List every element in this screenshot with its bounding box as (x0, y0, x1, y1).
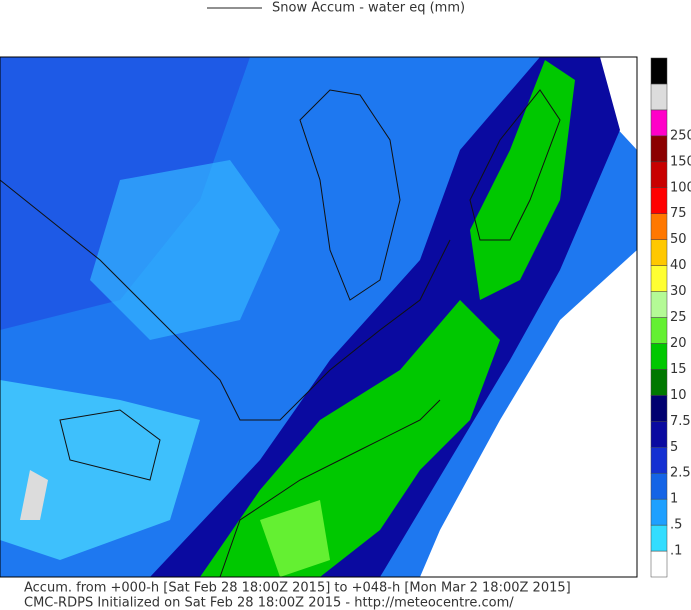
lake (59, 409, 161, 481)
colorbar-label: 250 (670, 128, 691, 143)
colorbar-swatch (650, 498, 668, 526)
colorbar-label: 7.5 (670, 414, 691, 429)
no-precip (20, 470, 48, 520)
colorbar-label: 10 (670, 388, 687, 403)
precip-green (200, 300, 500, 577)
precip-patch (90, 160, 280, 340)
colorbar-swatch (650, 550, 668, 578)
colorbar-swatch (650, 83, 668, 111)
boundary (0, 179, 451, 421)
colorbar-label: 50 (670, 232, 687, 247)
coastline (299, 89, 401, 301)
colorbar-label: 30 (670, 284, 687, 299)
colorbar-swatch (650, 135, 668, 163)
colorbar-label: .5 (670, 518, 682, 533)
coastline (469, 89, 561, 241)
colorbar-label: 15 (670, 362, 687, 377)
colorbar-swatch (650, 447, 668, 474)
colorbar-swatch (650, 109, 668, 137)
colorbar-label: 20 (670, 336, 687, 351)
colorbar-swatch (650, 317, 668, 344)
legend-title: Snow Accum - water eq (mm) (272, 1, 465, 16)
colorbar-label: 150 (670, 154, 691, 169)
colorbar-swatch (650, 265, 668, 292)
colorbar-swatch (650, 472, 668, 500)
footer-line: Accum. from +000-h [Sat Feb 28 18:00Z 20… (24, 581, 571, 596)
colorbar-label: 100 (670, 180, 691, 195)
precip-light-green (260, 500, 330, 577)
colorbar-swatch (650, 421, 668, 448)
colorbar-swatch (650, 395, 668, 422)
footer-line: CMC-RDPS Initialized on Sat Feb 28 18:00… (24, 596, 514, 610)
colorbar-label: 25 (670, 310, 687, 325)
precip-patch (0, 380, 200, 560)
colorbar-label: 75 (670, 206, 687, 221)
boundary (219, 399, 441, 577)
colorbar-label: 40 (670, 258, 687, 273)
colorbar-label: 5 (670, 440, 678, 455)
colorbar-label: 2.5 (670, 466, 691, 481)
colorbar-swatch (650, 239, 668, 266)
colorbar-swatch (650, 291, 668, 318)
map (0, 56, 638, 578)
map-frame (0, 56, 638, 578)
colorbar-swatch (650, 187, 668, 214)
colorbar-swatch (650, 343, 668, 370)
colorbar-label: 1 (670, 492, 678, 507)
colorbar-label: .1 (670, 544, 682, 559)
colorbar-swatch (650, 161, 668, 189)
colorbar-swatch (650, 524, 668, 552)
colorbar: .1 .5 1 2.5 5 7.5 10 15 20 25 30 40 50 75 100 150 250 (650, 57, 691, 578)
colorbar-swatch (650, 213, 668, 240)
colorbar-swatch (650, 369, 668, 396)
colorbar-swatch (650, 57, 668, 85)
